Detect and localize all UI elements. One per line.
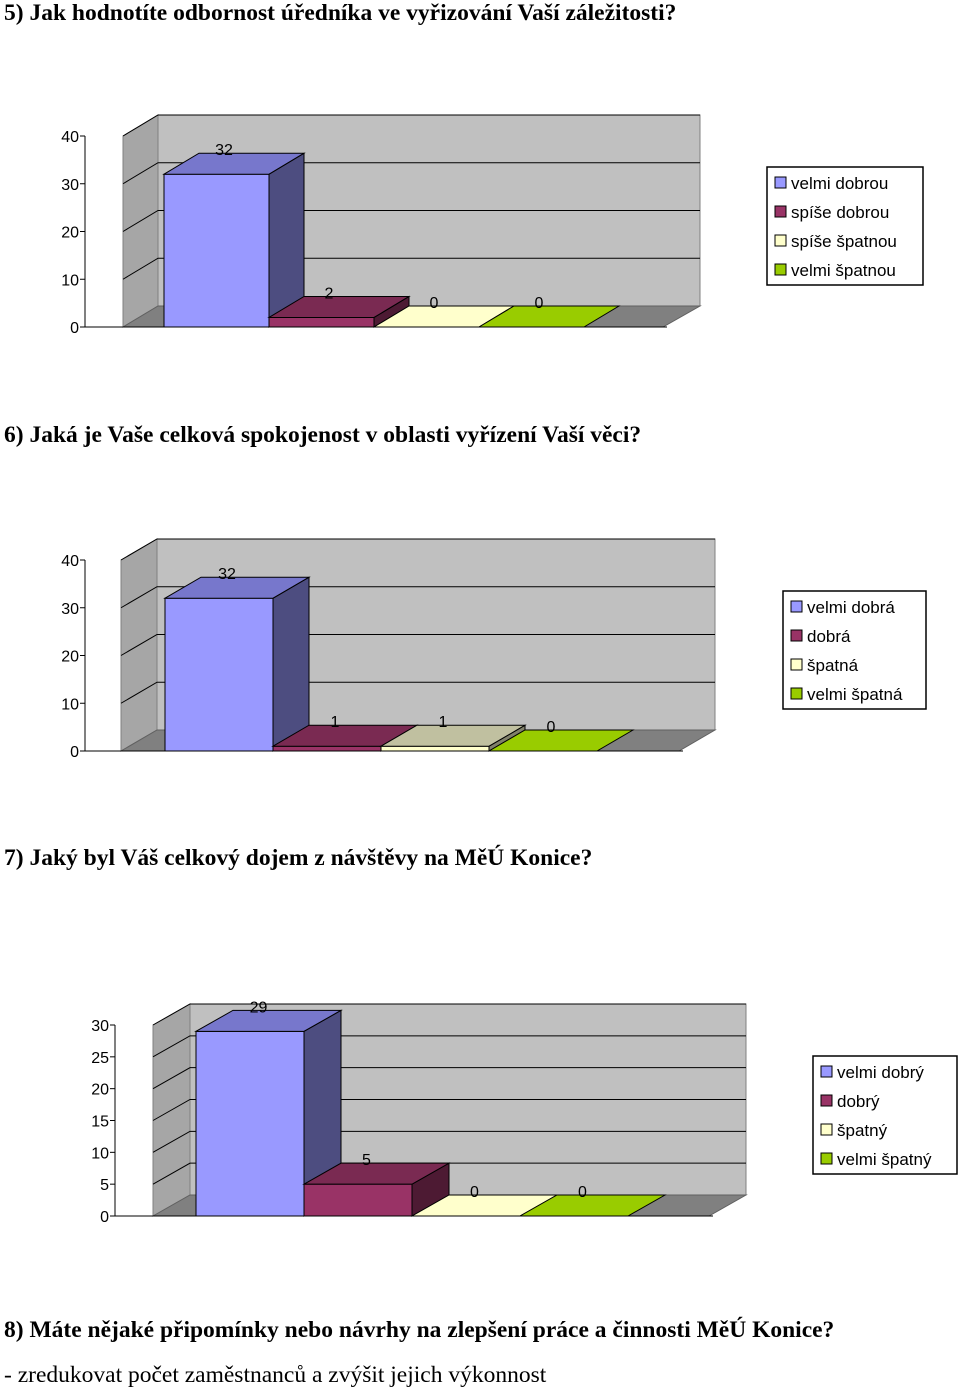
legend-label-3: velmi špatná (807, 685, 903, 704)
data-label-1: 1 (331, 714, 340, 731)
bar-top-2 (379, 724, 527, 747)
bar-top-3 (477, 305, 621, 328)
bar-top-0 (194, 1009, 343, 1032)
bar-top-3 (487, 729, 635, 752)
legend-box (782, 590, 927, 710)
data-label-2: 0 (430, 295, 439, 312)
data-label-3: 0 (535, 295, 544, 312)
bar-top-3 (518, 1194, 667, 1217)
legend-swatch-0 (790, 600, 803, 613)
question-7: 7) Jaký byl Váš celkový dojem z návštěvy… (4, 845, 593, 871)
legend-label-0: velmi dobrou (791, 174, 888, 193)
y-tick-label: 40 (61, 129, 79, 146)
gridline-30 (120, 586, 715, 609)
legend-swatch-1 (774, 205, 787, 218)
y-tick-label: 5 (100, 1177, 109, 1194)
gridline-10 (152, 1130, 746, 1153)
y-tick-label: 10 (91, 1145, 109, 1162)
legend-label-3: velmi špatný (837, 1150, 932, 1169)
y-tick-label: 0 (70, 744, 79, 761)
data-label-0: 32 (218, 566, 236, 583)
legend-swatch-3 (820, 1152, 833, 1165)
data-label-3: 0 (578, 1184, 587, 1201)
chart-q7: 0 5 10 15 20 25 30 29 5 0 0 velmi dobrý dobrý špatný v… (91, 999, 958, 1226)
y-tick-label: 10 (61, 272, 79, 289)
y-tick-label: 0 (70, 320, 79, 337)
gridline-40 (122, 114, 700, 137)
bar-top-1 (302, 1162, 451, 1185)
data-label-1: 5 (362, 1152, 371, 1169)
data-label-0: 29 (250, 999, 268, 1016)
legend-label-3: velmi špatnou (791, 261, 896, 280)
bar-top-1 (267, 295, 411, 318)
question-6: 6) Jaká je Vaše celková spokojenost v ob… (4, 422, 642, 448)
legend-box (812, 1055, 958, 1175)
legend-label-2: spíše špatnou (791, 232, 897, 251)
legend-label-2: špatná (807, 656, 859, 675)
bar-top-0 (163, 576, 311, 599)
y-tick-label: 20 (91, 1082, 109, 1099)
y-tick-label: 10 (61, 696, 79, 713)
legend-label-0: velmi dobrá (807, 598, 895, 617)
legend-swatch-0 (820, 1065, 833, 1078)
legend-swatch-1 (790, 629, 803, 642)
gridline-30 (122, 162, 700, 185)
question-5: 5) Jak hodnotíte odbornost úředníka ve v… (4, 0, 677, 26)
data-label-2: 1 (439, 714, 448, 731)
y-tick-label: 20 (61, 225, 79, 242)
y-tick-label: 30 (91, 1018, 109, 1035)
legend-swatch-3 (790, 687, 803, 700)
legend-swatch-3 (774, 263, 787, 276)
gridline-5 (152, 1162, 746, 1185)
gridline-20 (120, 634, 715, 656)
data-label-3: 0 (547, 719, 556, 736)
gridline-30 (152, 1003, 746, 1026)
legend-swatch-2 (774, 234, 787, 247)
y-tick-label: 0 (100, 1209, 109, 1226)
bar-0 (164, 597, 274, 752)
legend-label-2: špatný (837, 1121, 888, 1140)
bar-top-0 (162, 152, 306, 175)
legend-swatch-0 (774, 176, 787, 189)
gridline-15 (152, 1099, 746, 1121)
legend-label-1: dobrý (837, 1092, 880, 1111)
gridline-10 (120, 681, 715, 704)
legend-swatch-2 (790, 658, 803, 671)
data-label-1: 2 (325, 285, 334, 302)
data-label-0: 32 (215, 142, 233, 159)
y-tick-label: 15 (91, 1114, 109, 1131)
bar-1 (303, 1183, 413, 1217)
question-8: 8) Máte nějaké připomínky nebo návrhy na… (4, 1317, 835, 1343)
gridline-25 (152, 1035, 746, 1058)
legend-label-0: velmi dobrý (837, 1063, 924, 1082)
gridline-20 (152, 1067, 746, 1090)
legend-swatch-2 (820, 1123, 833, 1136)
bar-0 (195, 1030, 305, 1217)
legend-label-1: spíše dobrou (791, 203, 889, 222)
y-tick-label: 40 (61, 553, 79, 570)
answer-8: - zredukovat počet zaměstnanců a zvýšit … (4, 1362, 547, 1388)
y-tick-label: 25 (91, 1050, 109, 1067)
gridline-10 (122, 257, 700, 280)
gridline-40 (120, 538, 715, 561)
gridline-20 (122, 210, 700, 232)
y-tick-label: 30 (61, 601, 79, 618)
bar-0 (163, 173, 270, 328)
y-tick-label: 30 (61, 177, 79, 194)
data-label-2: 0 (470, 1184, 479, 1201)
legend-swatch-1 (820, 1094, 833, 1107)
legend-box (766, 166, 924, 286)
y-tick-label: 20 (61, 649, 79, 666)
legend-label-1: dobrá (807, 627, 851, 646)
